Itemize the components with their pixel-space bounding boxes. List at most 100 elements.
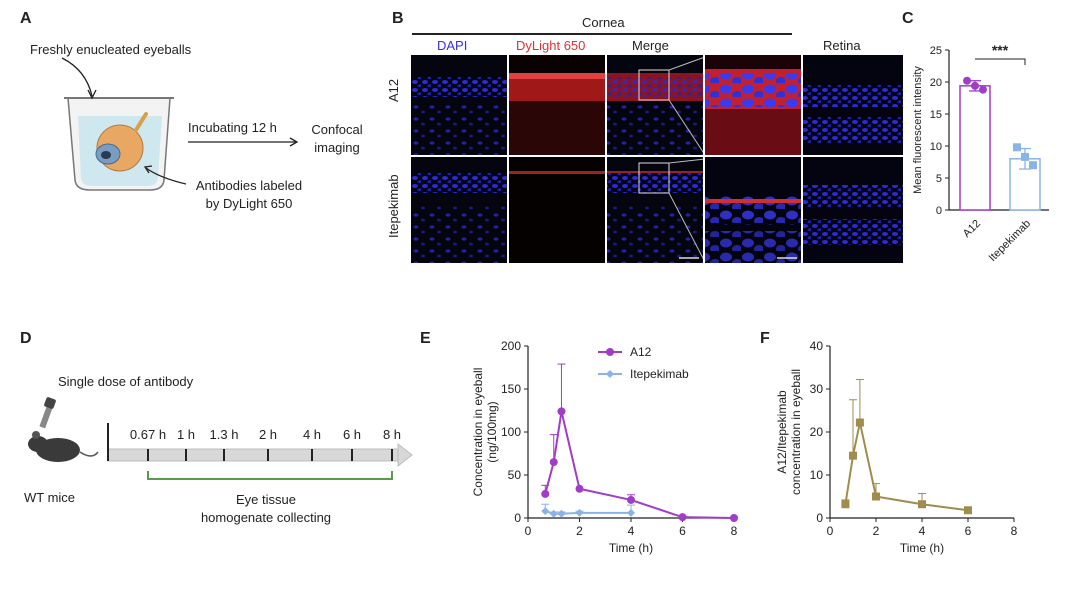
significance-label: *** [992, 42, 1009, 58]
row2-retina-image [803, 157, 903, 263]
micrograph-grid [411, 55, 903, 263]
y-tick-label: 0 [514, 511, 521, 525]
data-point [678, 513, 687, 522]
y-axis-label: A12/Itepekimab [775, 390, 789, 474]
result-label-1: Confocal [311, 122, 363, 137]
collection-bracket [147, 471, 393, 480]
row1-dylight-image [509, 55, 605, 155]
x-tick-label: Itepekimab [987, 218, 1034, 265]
timepoint-label: 1 h [177, 427, 195, 442]
wt-mice-label: WT mice [24, 490, 76, 505]
legend-marker [606, 370, 614, 378]
timepoint-label: 0.67 h [130, 427, 166, 442]
y-tick-label: 15 [930, 109, 942, 121]
eyeballs-label: Freshly enucleated eyeballs [30, 42, 192, 57]
timeline-d: 0.67 h 1 h 1.3 h 2 h 4 h 6 h 8 h [28, 397, 413, 480]
legend-label: A12 [630, 345, 652, 359]
y-tick-label: 25 [930, 45, 942, 57]
timepoint-label: 6 h [343, 427, 361, 442]
channel-merge-label: Merge [632, 38, 669, 53]
incubation-label: Incubating 12 h [188, 120, 277, 135]
data-point [849, 451, 857, 460]
row2-dapi-image [411, 157, 507, 263]
y-axis-label-2: (ng/100mg) [485, 401, 499, 462]
data-point [541, 507, 550, 516]
row-a12-label: A12 [386, 78, 401, 102]
panel-a-label: A [20, 10, 32, 27]
y-tick-label: 150 [501, 382, 521, 396]
channel-dylight-label: DyLight 650 [516, 38, 586, 53]
panel-b-label: B [392, 10, 404, 27]
row-itepekimab-label: Itepekimab [386, 174, 401, 238]
series-line [544, 411, 735, 519]
row1-dapi-image [411, 55, 507, 155]
bar-a12 [959, 85, 991, 211]
significance-bracket [975, 58, 1026, 65]
y-tick-label: 0 [936, 205, 942, 217]
x-tick-label: 8 [731, 524, 738, 538]
y-tick-label: 10 [810, 468, 824, 482]
series-0 [541, 363, 738, 522]
mouse-icon [28, 431, 99, 462]
antibody-label-2: by DyLight 650 [205, 196, 293, 211]
timeline-arrow-icon [397, 442, 413, 468]
result-label-2: imaging [314, 140, 360, 155]
cornea-label: Cornea [582, 15, 625, 30]
data-point [627, 508, 635, 517]
eyeball-icon [95, 112, 148, 172]
x-tick-label: 0 [827, 524, 834, 538]
data-point [1021, 152, 1029, 161]
y-axis-label: Mean fluorescent intensity [912, 66, 924, 194]
timeline-bar [107, 448, 399, 462]
data-point [1013, 143, 1021, 152]
x-axis-label: Time (h) [609, 541, 653, 555]
antibody-label-1: Antibodies labeled [195, 178, 303, 193]
antibody-arrow-icon [145, 167, 187, 185]
timepoint-label: 2 h [259, 427, 277, 442]
row1-merge-image [607, 55, 703, 155]
data-point [855, 418, 864, 427]
data-point [627, 495, 635, 504]
data-point [872, 492, 880, 501]
data-point [575, 484, 584, 493]
data-point [918, 500, 926, 509]
y-tick-label: 20 [930, 77, 942, 89]
panel-a-schematic [61, 57, 299, 191]
y-tick-label: 100 [501, 425, 521, 439]
x-tick-label: 4 [919, 524, 926, 538]
y-tick-label: 40 [810, 339, 824, 353]
data-point [971, 81, 979, 90]
y-tick-label: 20 [810, 425, 824, 439]
row1-zoom-image [705, 55, 801, 155]
y-tick-label: 0 [816, 511, 823, 525]
x-tick-label: 6 [679, 524, 686, 538]
data-point [557, 407, 566, 416]
y-tick-label: 200 [501, 339, 521, 353]
data-point [963, 76, 971, 85]
x-tick-label: 2 [873, 524, 880, 538]
y-tick-label: 5 [936, 173, 942, 185]
x-tick-label: 2 [576, 524, 583, 538]
eyeballs-arrow-icon [61, 57, 93, 97]
chart-c: 0 5 10 15 20 25 Mean fluorescent intensity A12 I… [912, 42, 1049, 265]
y-tick-label: 30 [810, 382, 824, 396]
panel-e-label: E [420, 330, 431, 347]
panel-f-label: F [760, 330, 770, 347]
y-tick-label: 10 [930, 141, 942, 153]
collect-label-2: homogenate collecting [200, 510, 332, 525]
panel-d-label: D [20, 330, 32, 347]
zoom-lines [668, 56, 706, 263]
data-point [841, 500, 850, 509]
series-0 [841, 379, 972, 515]
row1-retina-image [803, 55, 903, 155]
x-tick-label: A12 [961, 218, 983, 240]
data-point [549, 458, 558, 467]
timepoint-label: 1.3 h [210, 427, 239, 442]
y-tick-label: 50 [508, 468, 522, 482]
row2-dylight-image [509, 157, 605, 263]
timeline-title: Single dose of antibody [58, 374, 194, 389]
retina-label: Retina [823, 38, 861, 53]
channel-dapi-label: DAPI [437, 38, 468, 53]
legend-label: Itepekimab [630, 367, 689, 381]
timepoint-label: 4 h [303, 427, 321, 442]
